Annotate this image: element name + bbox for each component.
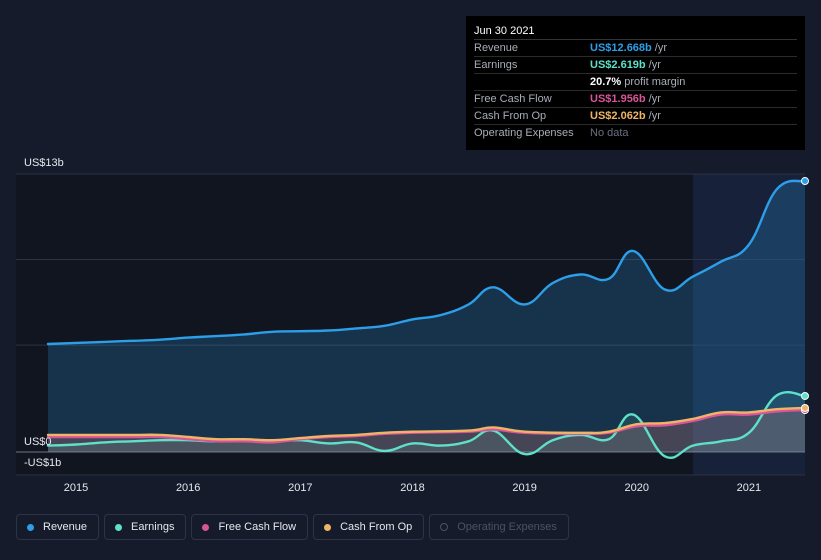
x-axis-labels: 2015 2016 2017 2018 2019 2020 2021	[64, 482, 761, 494]
tooltip-row-value: US$1.956b	[590, 93, 646, 105]
x-tick-label: 2018	[400, 482, 424, 494]
legend-label: Revenue	[43, 521, 88, 533]
tooltip-row-unit: /yr	[648, 110, 661, 122]
line-revenue	[46, 179, 807, 346]
legend: Revenue Earnings Free Cash Flow Cash From O…	[16, 514, 569, 540]
line-earnings	[46, 391, 807, 459]
tooltip-row-value: 20.7%	[590, 76, 622, 88]
tooltip: Jun 30 2021 Revenue US$12.668b/yr Earnings…	[466, 16, 805, 150]
legend-label: Cash From Op	[340, 521, 413, 533]
tooltip-row-label: Operating Expenses	[474, 127, 574, 139]
x-tick-label: 2016	[176, 482, 200, 494]
tooltip-row-unit: /yr	[654, 42, 667, 54]
x-tick-label: 2017	[288, 482, 312, 494]
x-tick-label: 2015	[64, 482, 88, 494]
legend-item-earnings[interactable]: Earnings	[104, 514, 187, 540]
tooltip-row-value: US$2.062b	[590, 110, 646, 122]
tooltip-row-label: Free Cash Flow	[474, 93, 552, 105]
y-axis-labels: US$13b US$0 -US$1b	[24, 157, 64, 469]
area-revenue	[48, 180, 805, 453]
legend-label: Earnings	[131, 521, 175, 533]
tooltip-row-value: US$12.668b	[590, 42, 652, 54]
tooltip-row: Cash From Op US$2.062b/yr	[474, 108, 797, 125]
tooltip-date: Jun 30 2021	[474, 23, 797, 40]
tooltip-row-label: Cash From Op	[474, 110, 547, 122]
tooltip-row-label: Earnings	[474, 59, 518, 71]
tooltip-row-unit: /yr	[648, 93, 661, 105]
legend-dot-icon	[324, 523, 332, 531]
x-tick-label: 2021	[737, 482, 761, 494]
tooltip-row-unit: /yr	[648, 59, 661, 71]
tooltip-row-value: US$2.619b	[590, 59, 646, 71]
x-tick-label: 2020	[625, 482, 649, 494]
legend-dot-icon	[27, 523, 34, 531]
legend-dot-icon	[115, 523, 123, 531]
series-lines	[46, 179, 807, 459]
line-cash-from-op	[46, 406, 807, 442]
end-markers	[801, 177, 809, 415]
end-marker-earnings	[801, 391, 809, 400]
y-tick-label: US$13b	[24, 157, 64, 169]
legend-item-cash-from-op[interactable]: Cash From Op	[313, 514, 425, 540]
legend-dot-icon	[202, 523, 210, 531]
tooltip-row: Revenue US$12.668b/yr	[474, 40, 797, 57]
tooltip-row: Operating Expenses No data	[474, 125, 797, 141]
tooltip-row: 20.7% profit margin	[474, 74, 797, 91]
tooltip-rows: Revenue US$12.668b/yr Earnings US$2.619b/yr…	[474, 40, 797, 141]
end-marker-cash-from-op	[801, 403, 809, 412]
tooltip-row-label: Revenue	[474, 42, 519, 54]
tooltip-row: Earnings US$2.619b/yr	[474, 57, 797, 74]
x-tick-label: 2019	[512, 482, 536, 494]
tooltip-row: Free Cash Flow US$1.956b/yr	[474, 91, 797, 108]
highlight-band	[692, 174, 805, 475]
y-tick-label: US$0	[24, 436, 52, 448]
tooltip-row-value: No data	[590, 127, 629, 139]
legend-dot-icon	[440, 523, 449, 531]
legend-item-free-cash-flow[interactable]: Free Cash Flow	[191, 514, 309, 540]
y-tick-label: -US$1b	[24, 457, 61, 469]
legend-label: Free Cash Flow	[218, 521, 297, 533]
gridlines	[16, 173, 805, 476]
legend-label: Operating Expenses	[457, 521, 557, 533]
legend-item-operating-expenses[interactable]: Operating Expenses	[429, 514, 569, 540]
tooltip-row-unit: profit margin	[624, 76, 686, 88]
end-marker-revenue	[801, 177, 809, 186]
tooltip-row-label	[474, 74, 590, 90]
legend-item-revenue[interactable]: Revenue	[16, 514, 100, 540]
